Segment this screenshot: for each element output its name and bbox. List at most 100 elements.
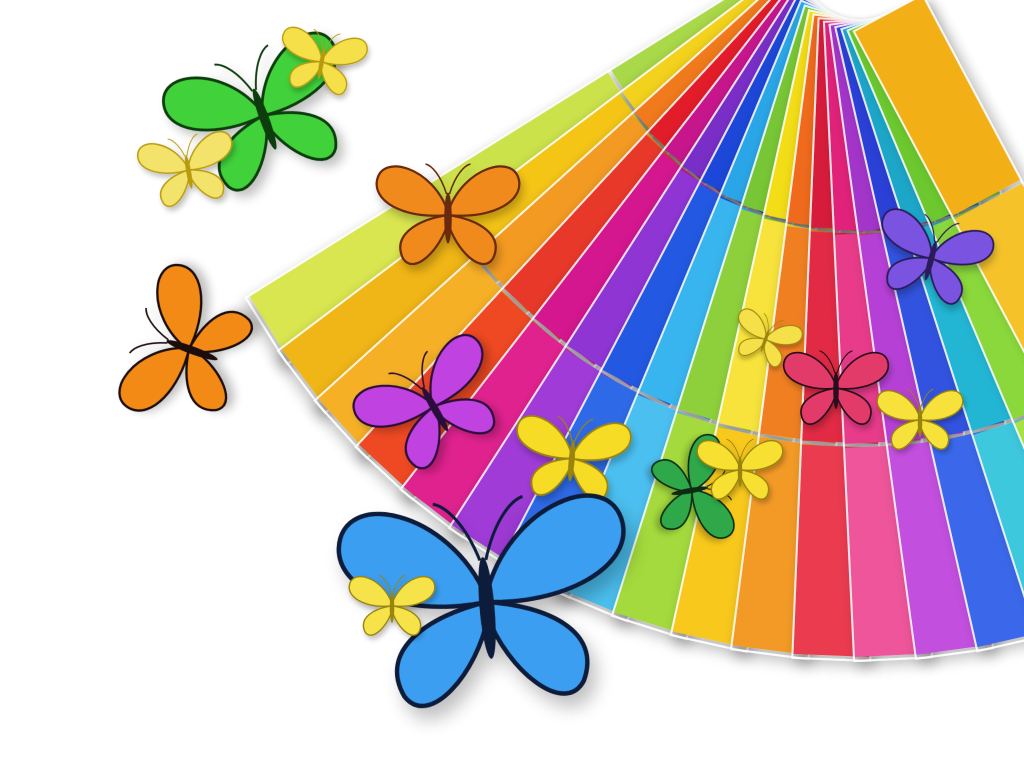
- butterfly-wing: [484, 599, 590, 696]
- butterfly-wing: [516, 415, 573, 460]
- butterfly-wing: [881, 208, 933, 260]
- yellow-butterfly-mid: [696, 438, 784, 500]
- butterfly-antenna: [936, 222, 960, 243]
- butterfly-wing: [320, 37, 368, 66]
- butterfly-wing: [739, 469, 770, 500]
- butterfly-antenna: [129, 342, 168, 354]
- butterfly-wing: [185, 347, 228, 412]
- swatch-card-edge: [852, 0, 1024, 598]
- butterfly-wing: [690, 489, 735, 539]
- butterfly-body: [737, 456, 743, 487]
- butterfly-group: [118, 26, 995, 709]
- butterfly-body: [421, 387, 449, 432]
- butterfly-wing: [404, 404, 441, 470]
- butterfly-antenna: [763, 313, 769, 330]
- swatch-chip: [402, 320, 593, 535]
- butterfly-wing: [162, 76, 266, 132]
- butterfly-wing: [391, 605, 422, 636]
- butterfly-wing: [738, 337, 767, 356]
- butterfly-body: [833, 371, 839, 410]
- butterfly-wing: [446, 213, 497, 266]
- orange-butterfly: [375, 163, 521, 266]
- butterfly-wing: [187, 130, 233, 171]
- butterfly-wing: [738, 308, 767, 340]
- butterfly-antenna: [421, 350, 429, 388]
- butterfly-wing: [483, 493, 626, 605]
- butterfly-body: [671, 486, 709, 495]
- yellow-butterfly-bottom: [348, 574, 436, 636]
- butterfly-wing: [320, 60, 348, 96]
- butterfly-wing: [763, 338, 783, 368]
- butterfly-body: [917, 406, 923, 437]
- butterfly-antenna: [392, 574, 406, 594]
- butterfly-wing: [118, 346, 191, 412]
- yellow-butterfly-left: [136, 130, 233, 207]
- butterfly-antenna: [425, 163, 448, 195]
- butterfly-wing: [930, 229, 995, 266]
- butterfly-wing: [919, 419, 950, 450]
- butterfly-wing: [928, 257, 963, 305]
- butterfly-antenna: [324, 33, 341, 50]
- butterfly-antenna: [819, 350, 836, 373]
- swatch-fan: [244, 0, 1024, 663]
- butterfly-wing: [660, 489, 693, 530]
- butterfly-wing: [187, 310, 253, 354]
- butterfly-wing: [919, 389, 964, 421]
- butterfly-body: [317, 48, 325, 79]
- yellow-butterfly-right: [876, 388, 964, 450]
- butterfly-wing: [570, 457, 609, 501]
- butterfly-antenna: [378, 574, 392, 594]
- butterfly-antenna: [924, 213, 936, 242]
- butterfly-antenna: [313, 28, 324, 50]
- butterfly-wing: [886, 256, 933, 290]
- butterfly-antenna: [388, 372, 423, 390]
- butterfly-wing: [696, 439, 741, 471]
- blue-morpho-butterfly: [336, 493, 626, 709]
- butterfly-body: [166, 340, 218, 361]
- butterfly-wing: [394, 599, 491, 709]
- swatch-chip: [853, 0, 1021, 217]
- yellow-butterfly-center: [516, 415, 632, 501]
- butterfly-wing: [399, 213, 450, 266]
- butterfly-wing: [261, 111, 338, 161]
- butterfly-antenna: [557, 415, 573, 442]
- monarch-butterfly: [118, 263, 253, 412]
- butterfly-wing: [375, 165, 450, 217]
- butterfly-wing: [187, 169, 225, 199]
- swatch-chip: [953, 183, 1024, 405]
- butterfly-antenna: [484, 495, 524, 561]
- butterfly-wing: [136, 143, 190, 174]
- butterfly-wing: [431, 398, 496, 435]
- butterfly-wing: [348, 575, 393, 607]
- swatch-card: [852, 0, 1024, 598]
- butterfly-wing: [530, 457, 573, 496]
- butterfly-body: [568, 440, 576, 482]
- butterfly-wing: [159, 168, 190, 207]
- butterfly-wing: [835, 351, 890, 390]
- butterfly-antenna: [740, 438, 754, 458]
- butterfly-wing: [800, 387, 837, 425]
- butterfly-antenna: [145, 307, 169, 341]
- butterfly-antenna: [769, 320, 784, 331]
- swatch-chip: [281, 222, 496, 411]
- purple-butterfly: [352, 334, 496, 470]
- yellow-butterfly-top: [282, 26, 368, 96]
- butterfly-wing: [764, 324, 803, 346]
- butterfly-antenna: [906, 388, 920, 408]
- butterfly-wing: [782, 351, 837, 390]
- butterfly-antenna: [186, 133, 198, 157]
- butterfly-wing: [710, 469, 741, 500]
- butterfly-wing: [289, 61, 323, 88]
- butterfly-wing: [570, 422, 632, 462]
- butterfly-wing: [156, 263, 203, 351]
- butterfly-wing: [282, 26, 323, 63]
- butterfly-wing: [217, 113, 269, 192]
- violet-butterfly-right: [881, 208, 995, 305]
- yellow-butterfly-small: [738, 308, 803, 368]
- swatch-chip: [972, 411, 1024, 635]
- butterfly-antenna: [214, 63, 254, 92]
- butterfly-wing: [362, 605, 393, 636]
- butterfly-body: [184, 155, 193, 189]
